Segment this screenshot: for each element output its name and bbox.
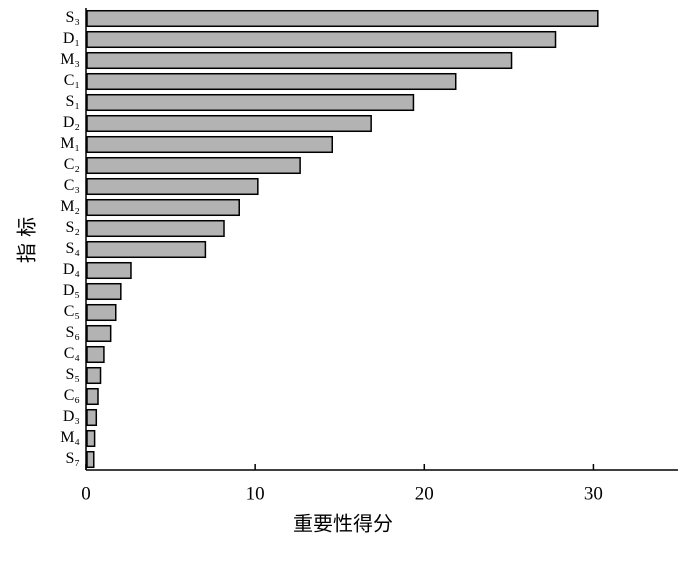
bar	[86, 366, 102, 385]
y-tick-label: C₄	[64, 345, 81, 362]
y-tick-label: M₁	[60, 135, 80, 152]
y-tick-label: D₂	[63, 114, 80, 131]
y-tick-label: C₅	[64, 303, 80, 320]
y-axis-title: 指 标	[15, 217, 39, 263]
y-tick-label: C₆	[64, 387, 80, 404]
y-tick-label: S₆	[66, 324, 80, 341]
bar	[86, 93, 415, 112]
bar	[86, 345, 105, 364]
x-tick-label: 20	[415, 483, 434, 504]
y-tick-label: D₃	[63, 408, 80, 425]
y-tick-label: D₅	[63, 282, 80, 299]
bar	[86, 303, 117, 322]
bar	[86, 30, 557, 49]
bar	[86, 156, 301, 175]
x-tick-label: 30	[584, 483, 603, 504]
y-tick-label: C₁	[64, 72, 80, 89]
bar	[86, 408, 98, 427]
bar	[86, 429, 96, 448]
x-axis-title: 重要性得分	[293, 512, 393, 536]
bar	[86, 450, 95, 469]
y-tick-label: S₂	[66, 219, 80, 236]
y-tick-label: S₁	[66, 93, 80, 110]
y-tick-label: M₃	[60, 51, 80, 68]
bar	[86, 198, 240, 217]
bar	[86, 219, 225, 238]
y-tick-label: D₄	[63, 261, 81, 278]
bar	[86, 135, 334, 154]
y-tick-label: D₁	[63, 30, 80, 47]
y-tick-label: M₄	[60, 429, 80, 446]
y-tick-label: S₇	[66, 450, 80, 467]
y-tick-label: M₂	[60, 198, 80, 215]
bar	[86, 114, 372, 133]
bar	[86, 324, 112, 343]
bar	[86, 240, 207, 259]
y-tick-label: S₄	[66, 240, 81, 257]
bar	[86, 282, 122, 301]
bar	[86, 51, 513, 70]
y-tick-label: C₃	[64, 177, 80, 194]
bar	[86, 72, 457, 91]
x-tick-label: 10	[246, 483, 265, 504]
y-tick-label: S₅	[66, 366, 80, 383]
bar	[86, 177, 259, 196]
bar	[86, 261, 132, 280]
y-tick-label: S₃	[66, 9, 80, 26]
bar	[86, 387, 99, 406]
y-tick-label: C₂	[64, 156, 80, 173]
x-tick-label: 0	[81, 483, 91, 504]
bar	[86, 9, 599, 28]
